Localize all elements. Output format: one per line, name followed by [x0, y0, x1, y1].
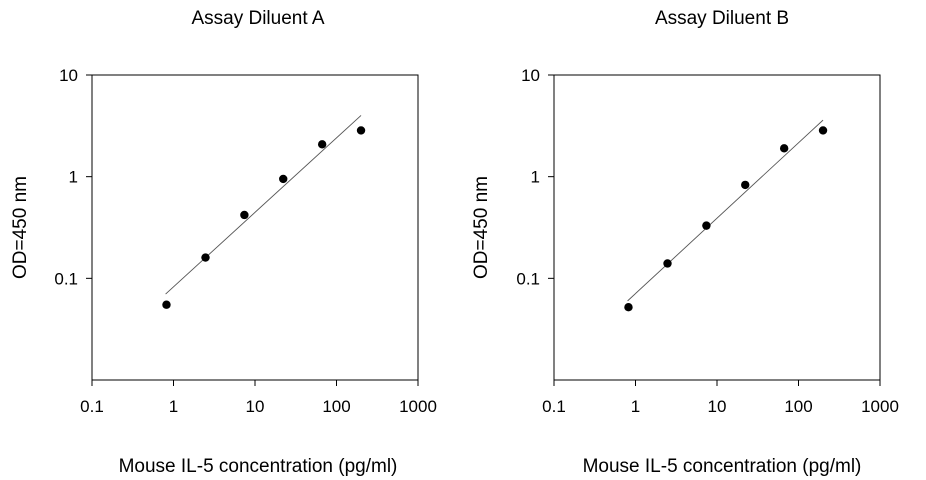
y-tick-label: 10 — [59, 66, 78, 85]
x-tick-label: 1 — [169, 397, 178, 416]
y-tick-label: 1 — [69, 168, 78, 187]
data-point — [240, 210, 249, 220]
fit-line — [627, 119, 824, 302]
data-point — [741, 180, 750, 190]
y-tick-label: 0.1 — [516, 269, 540, 288]
data-point — [162, 300, 171, 309]
y-axis-label: OD=450 nm — [471, 176, 492, 279]
x-tick-label: 0.1 — [542, 397, 566, 416]
y-tick-label: 0.1 — [54, 269, 78, 288]
x-tick-label: 1000 — [861, 397, 899, 416]
x-tick-label: 1 — [631, 397, 640, 416]
x-tick-label: 10 — [708, 397, 727, 416]
plot-frame — [91, 74, 419, 381]
data-point — [201, 253, 210, 262]
x-tick-label: 1000 — [399, 397, 437, 416]
chart-title: Assay Diluent A — [191, 8, 324, 29]
chart-1: Assay Diluent A 0.1 1 10 100 1000 0.1 1 10 Mouse … — [10, 8, 437, 477]
x-tick-label: 100 — [322, 397, 350, 416]
x-tick-label: 10 — [246, 397, 265, 416]
data-point — [779, 144, 789, 153]
x-tick-label: 100 — [784, 397, 812, 416]
plot-frame — [553, 74, 881, 381]
y-tick-label: 10 — [521, 66, 540, 85]
data-point — [317, 140, 327, 149]
y-tick-label: 1 — [531, 168, 540, 187]
data-point — [279, 174, 288, 184]
chart-2: Assay Diluent B 0.1 1 10 100 1000 0.1 1 10 Mouse … — [471, 8, 899, 477]
data-point — [818, 126, 828, 135]
y-axis-label: OD=450 nm — [10, 176, 31, 279]
data-point — [663, 259, 672, 268]
fit-line — [165, 115, 362, 295]
chart-title: Assay Diluent B — [655, 8, 789, 29]
data-point — [702, 221, 711, 230]
data-point — [356, 126, 366, 135]
x-tick-label: 0.1 — [80, 397, 104, 416]
x-axis-label: Mouse IL-5 concentration (pg/ml) — [119, 456, 398, 477]
data-point — [624, 303, 633, 312]
x-axis-label: Mouse IL-5 concentration (pg/ml) — [583, 456, 862, 477]
